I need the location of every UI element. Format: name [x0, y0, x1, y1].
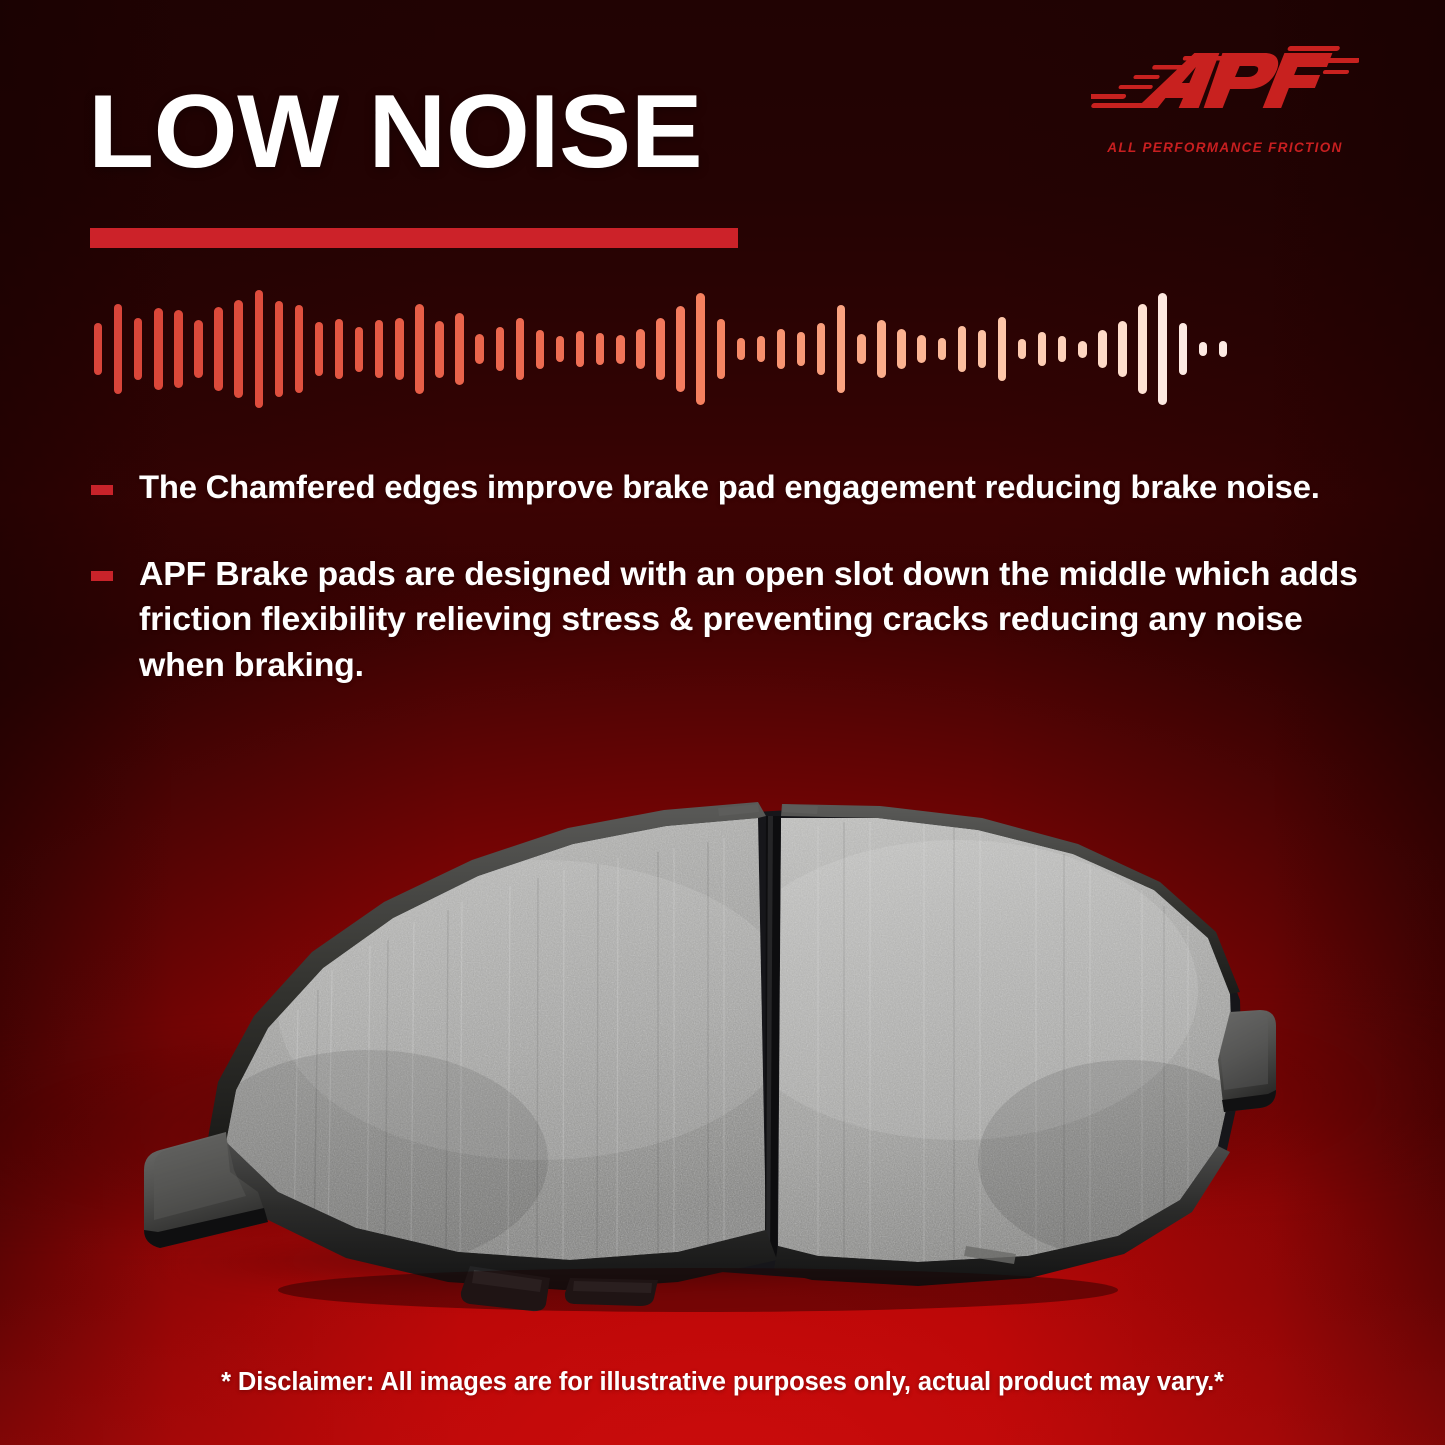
waveform-bar	[435, 320, 444, 378]
dash-marker-icon	[91, 570, 113, 581]
waveform-bar	[395, 318, 404, 380]
waveform-bar	[375, 320, 384, 378]
waveform-bar	[214, 307, 223, 391]
waveform-bar	[1178, 323, 1187, 375]
list-item: APF Brake pads are designed with an open…	[86, 552, 1376, 690]
dash-marker-icon	[91, 485, 113, 495]
waveform-bar	[816, 323, 826, 375]
waveform-bar	[696, 293, 705, 405]
waveform-bar	[1198, 342, 1208, 356]
waveform-bar	[997, 317, 1007, 381]
waveform-bar	[616, 334, 625, 364]
waveform-bar	[1078, 340, 1087, 358]
waveform-bar	[1158, 293, 1167, 405]
pad-friction-right	[778, 818, 1233, 1262]
waveform-bar	[716, 319, 725, 379]
waveform-bar	[154, 308, 163, 390]
waveform-bar	[254, 290, 263, 408]
pad-top-nub-right	[782, 804, 818, 814]
waveform-bar	[1218, 341, 1228, 357]
waveform-bar	[134, 318, 143, 380]
waveform-bar	[676, 306, 685, 392]
waveform-bar	[495, 327, 504, 371]
waveform-bar	[917, 335, 926, 363]
audio-waveform-icon	[88, 288, 1233, 410]
feature-text: The Chamfered edges improve brake pad en…	[139, 469, 1320, 505]
waveform-bar	[1138, 304, 1147, 394]
waveform-bar	[756, 336, 766, 362]
apf-speed-logo-icon	[1091, 46, 1359, 108]
waveform-bar	[957, 326, 967, 372]
page-title: LOW NOISE	[88, 74, 703, 190]
pad-mounting-tab-right	[1218, 1010, 1276, 1112]
waveform-bar	[796, 332, 806, 366]
disclaimer-text: * Disclaimer: All images are for illustr…	[221, 1368, 1224, 1396]
waveform-bar	[1017, 339, 1027, 359]
waveform-bar	[977, 330, 987, 368]
product-image	[118, 760, 1278, 1320]
waveform-bar	[1098, 330, 1107, 368]
waveform-bar	[1118, 321, 1127, 377]
feature-list: The Chamfered edges improve brake pad en…	[86, 466, 1376, 731]
brand-tagline: ALL PERFORMANCE FRICTION	[1107, 140, 1343, 155]
pad-bottom-edge-right	[774, 1146, 1230, 1286]
waveform-bar	[174, 310, 183, 388]
brake-pad-illustration	[144, 802, 1276, 1312]
waveform-bar	[93, 323, 103, 375]
waveform-bar	[736, 338, 746, 360]
waveform-bar	[194, 320, 203, 378]
brand-logo: ALL PERFORMANCE FRICTION	[1091, 44, 1359, 166]
waveform-bar	[314, 322, 324, 376]
waveform-bar	[1058, 336, 1067, 362]
waveform-bar	[937, 338, 946, 360]
waveform-bar	[555, 336, 565, 362]
waveform-bar	[877, 320, 886, 378]
waveform-bar	[515, 318, 525, 380]
pad-chamfer-edge-left	[208, 802, 766, 1142]
list-item: The Chamfered edges improve brake pad en…	[86, 466, 1376, 510]
waveform-bar	[455, 313, 464, 385]
waveform-bar	[415, 304, 424, 394]
waveform-bar	[113, 304, 123, 394]
waveform-bar	[1037, 332, 1047, 366]
waveform-bar	[897, 329, 906, 369]
waveform-bar	[354, 326, 364, 372]
waveform-bar	[294, 305, 304, 393]
waveform-bar	[656, 318, 665, 380]
waveform-bar	[234, 300, 243, 398]
waveform-bar	[334, 319, 344, 379]
pad-top-nub-left	[718, 804, 759, 816]
title-underline-rule	[90, 228, 738, 248]
waveform-bar	[837, 305, 846, 393]
waveform-bar	[857, 334, 866, 364]
pad-bottom-edge-left	[214, 1142, 777, 1290]
waveform-bar	[475, 334, 484, 364]
feature-text: APF Brake pads are designed with an open…	[139, 555, 1358, 685]
waveform-bar	[535, 329, 545, 369]
waveform-bar	[596, 333, 605, 365]
pad-lower-nub	[964, 1246, 1016, 1264]
waveform-bar	[575, 331, 585, 367]
waveform-bar	[274, 301, 284, 397]
waveform-bar	[636, 329, 645, 369]
waveform-bar	[776, 329, 786, 369]
